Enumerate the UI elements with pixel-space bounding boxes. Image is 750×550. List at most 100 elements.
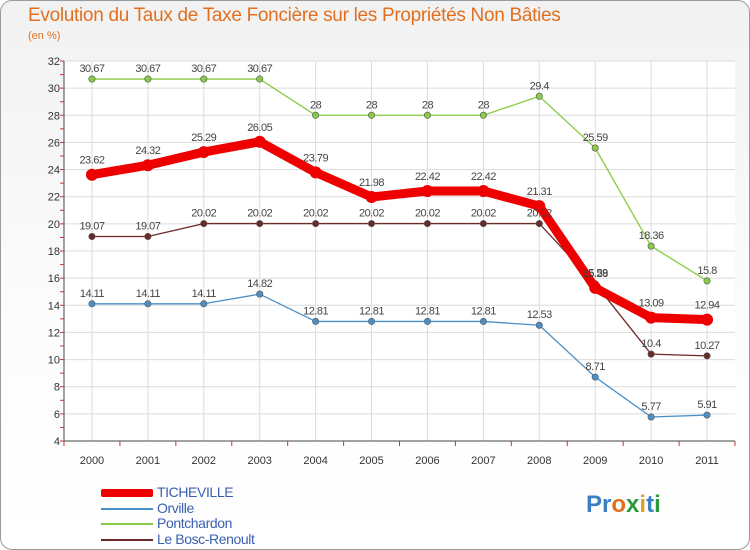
data-label-orville: 12.81 xyxy=(471,305,496,317)
data-point-orville xyxy=(423,317,431,325)
logo-letter: x xyxy=(626,491,640,518)
y-tick-label: 26 xyxy=(48,137,60,149)
data-label-le-bosc-renoult: 20.02 xyxy=(471,208,496,220)
data-point-le-bosc-renoult xyxy=(256,220,264,228)
data-label-pontchardon: 30.67 xyxy=(135,63,160,75)
data-label-orville: 5.91 xyxy=(697,399,717,411)
data-point-ticheville xyxy=(701,313,714,326)
data-label-pontchardon: 28 xyxy=(366,99,378,111)
data-point-orville xyxy=(368,317,376,325)
data-point-pontchardon xyxy=(88,75,96,83)
y-tick-label: 14 xyxy=(48,300,60,312)
data-point-ticheville xyxy=(477,185,490,198)
data-label-ticheville: 22.42 xyxy=(471,171,496,183)
y-tick-label: 30 xyxy=(48,83,60,95)
data-point-pontchardon xyxy=(200,75,208,83)
data-label-pontchardon: 28 xyxy=(422,99,434,111)
data-point-ticheville xyxy=(141,159,154,172)
data-label-le-bosc-renoult: 10.4 xyxy=(641,338,661,350)
data-label-pontchardon: 30.67 xyxy=(79,63,104,75)
data-label-le-bosc-renoult: 20.02 xyxy=(359,208,384,220)
data-label-pontchardon: 30.67 xyxy=(191,63,216,75)
data-label-ticheville: 21.31 xyxy=(527,186,552,198)
x-tick-label: 2002 xyxy=(192,455,216,467)
x-tick-label: 2003 xyxy=(247,455,271,467)
data-point-pontchardon xyxy=(144,75,152,83)
x-tick-label: 2000 xyxy=(80,455,104,467)
unit-label: (en %) xyxy=(28,30,61,42)
series-line-pontchardon xyxy=(91,78,708,282)
data-point-le-bosc-renoult xyxy=(423,220,431,228)
data-point-ticheville xyxy=(253,135,266,148)
x-tick-label: 2005 xyxy=(359,455,383,467)
data-point-pontchardon xyxy=(647,242,655,250)
data-point-le-bosc-renoult xyxy=(479,220,487,228)
data-point-le-bosc-renoult xyxy=(703,352,711,360)
data-point-pontchardon xyxy=(312,111,320,119)
data-label-ticheville: 22.42 xyxy=(415,171,440,183)
y-tick-label: 8 xyxy=(54,382,60,394)
logo-letter: P xyxy=(586,491,603,518)
x-tick-label: 2009 xyxy=(583,455,607,467)
data-label-le-bosc-renoult: 20.02 xyxy=(191,208,216,220)
data-point-pontchardon xyxy=(423,111,431,119)
logo-letter: i xyxy=(654,491,661,518)
data-label-orville: 12.81 xyxy=(415,305,440,317)
data-label-ticheville: 21.98 xyxy=(359,177,384,189)
data-point-ticheville xyxy=(85,168,98,181)
data-label-pontchardon: 18.36 xyxy=(639,230,664,242)
data-label-ticheville: 23.62 xyxy=(79,155,104,167)
data-point-orville xyxy=(200,300,208,308)
data-point-ticheville xyxy=(589,281,602,294)
chart-title: Evolution du Taux de Taxe Foncière sur l… xyxy=(28,5,561,26)
data-label-orville: 14.11 xyxy=(80,288,105,300)
data-point-pontchardon xyxy=(703,277,711,285)
data-point-pontchardon xyxy=(256,75,264,83)
data-label-pontchardon: 15.8 xyxy=(697,265,717,277)
data-label-le-bosc-renoult: 15.59 xyxy=(583,268,608,280)
legend-swatch xyxy=(101,523,153,525)
data-label-pontchardon: 28 xyxy=(478,99,490,111)
data-point-orville xyxy=(591,373,599,381)
series-line-orville xyxy=(91,293,708,418)
legend-label: Orville xyxy=(157,499,194,516)
legend-label: Le Bosc-Renoult xyxy=(157,530,255,547)
y-tick-label: 22 xyxy=(48,192,60,204)
data-point-pontchardon xyxy=(479,111,487,119)
data-point-ticheville xyxy=(197,146,210,159)
data-point-le-bosc-renoult xyxy=(144,232,152,240)
data-label-ticheville: 15.28 xyxy=(583,268,608,280)
data-label-orville: 14.11 xyxy=(136,288,161,300)
data-point-ticheville xyxy=(421,185,434,198)
x-tick-label: 2007 xyxy=(471,455,495,467)
data-label-orville: 12.81 xyxy=(303,305,328,317)
y-tick-label: 12 xyxy=(48,327,60,339)
data-point-pontchardon xyxy=(535,92,543,100)
data-point-pontchardon xyxy=(368,111,376,119)
legend-swatch xyxy=(101,538,153,541)
data-label-orville: 5.77 xyxy=(641,401,661,413)
data-point-ticheville xyxy=(645,311,658,324)
data-label-orville: 12.81 xyxy=(359,305,384,317)
data-label-ticheville: 24.32 xyxy=(135,145,160,157)
y-tick-label: 16 xyxy=(48,273,60,285)
data-point-orville xyxy=(479,317,487,325)
data-label-pontchardon: 25.59 xyxy=(583,132,608,144)
y-tick-label: 24 xyxy=(48,165,60,177)
logo-letter: o xyxy=(611,491,627,518)
data-label-le-bosc-renoult: 19.07 xyxy=(79,220,104,232)
data-point-le-bosc-renoult xyxy=(88,232,96,240)
logo-letter: t xyxy=(646,491,655,518)
series-line-ticheville xyxy=(87,137,712,325)
y-tick-label: 6 xyxy=(54,409,60,421)
data-point-orville xyxy=(144,300,152,308)
data-point-ticheville xyxy=(309,166,322,179)
x-tick-label: 2001 xyxy=(136,455,160,467)
x-tick-label: 2010 xyxy=(639,455,663,467)
data-label-le-bosc-renoult: 20.02 xyxy=(527,208,552,220)
data-point-le-bosc-renoult xyxy=(312,220,320,228)
data-point-le-bosc-renoult xyxy=(368,220,376,228)
data-label-orville: 14.82 xyxy=(247,278,272,290)
logo-letter: r xyxy=(602,491,612,518)
